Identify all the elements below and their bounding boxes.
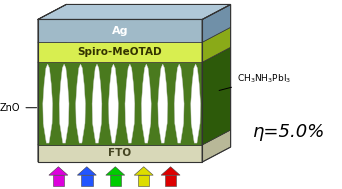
- Text: Ag: Ag: [112, 26, 128, 36]
- Polygon shape: [38, 130, 66, 162]
- Polygon shape: [108, 64, 118, 143]
- Polygon shape: [38, 47, 66, 145]
- Text: CH$_3$NH$_3$PbI$_3$: CH$_3$NH$_3$PbI$_3$: [219, 73, 291, 91]
- Polygon shape: [202, 27, 231, 62]
- Bar: [38, 145, 202, 162]
- Text: η=5.0%: η=5.0%: [253, 123, 325, 141]
- Polygon shape: [43, 64, 53, 143]
- Polygon shape: [202, 47, 231, 145]
- Text: ZnO: ZnO: [0, 103, 37, 113]
- Polygon shape: [77, 167, 96, 175]
- Polygon shape: [76, 64, 86, 143]
- Polygon shape: [134, 167, 153, 175]
- Bar: [109, 175, 121, 186]
- Polygon shape: [59, 64, 69, 143]
- Polygon shape: [92, 64, 102, 143]
- Polygon shape: [174, 64, 184, 143]
- Polygon shape: [161, 167, 180, 175]
- Bar: [138, 175, 149, 186]
- Bar: [38, 19, 202, 162]
- Polygon shape: [202, 130, 231, 162]
- Polygon shape: [202, 5, 231, 42]
- Text: FTO: FTO: [108, 149, 132, 159]
- Bar: [38, 19, 202, 42]
- Bar: [38, 42, 202, 62]
- Polygon shape: [191, 64, 200, 143]
- Polygon shape: [158, 64, 168, 143]
- Bar: [165, 175, 176, 186]
- Polygon shape: [38, 5, 231, 19]
- Polygon shape: [49, 167, 68, 175]
- Bar: [38, 62, 202, 145]
- Bar: [53, 175, 64, 186]
- Polygon shape: [125, 64, 135, 143]
- Polygon shape: [106, 167, 125, 175]
- Bar: [81, 175, 92, 186]
- Text: Spiro-MeOTAD: Spiro-MeOTAD: [78, 47, 162, 57]
- Polygon shape: [38, 5, 66, 42]
- Polygon shape: [142, 64, 151, 143]
- Polygon shape: [38, 27, 66, 62]
